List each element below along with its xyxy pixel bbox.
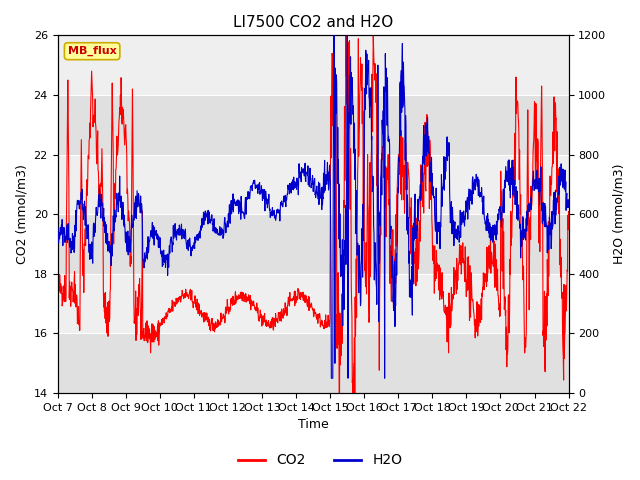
Bar — [58, 155, 568, 214]
Y-axis label: H2O (mmol/m3): H2O (mmol/m3) — [612, 164, 625, 264]
Text: MB_flux: MB_flux — [68, 46, 116, 56]
Bar — [58, 274, 568, 334]
Title: LI7500 CO2 and H2O: LI7500 CO2 and H2O — [233, 15, 393, 30]
X-axis label: Time: Time — [298, 419, 328, 432]
Bar — [58, 36, 568, 95]
Bar — [58, 214, 568, 274]
Y-axis label: CO2 (mmol/m3): CO2 (mmol/m3) — [15, 164, 28, 264]
Legend: CO2, H2O: CO2, H2O — [232, 448, 408, 473]
Bar — [58, 334, 568, 393]
Bar — [58, 95, 568, 155]
